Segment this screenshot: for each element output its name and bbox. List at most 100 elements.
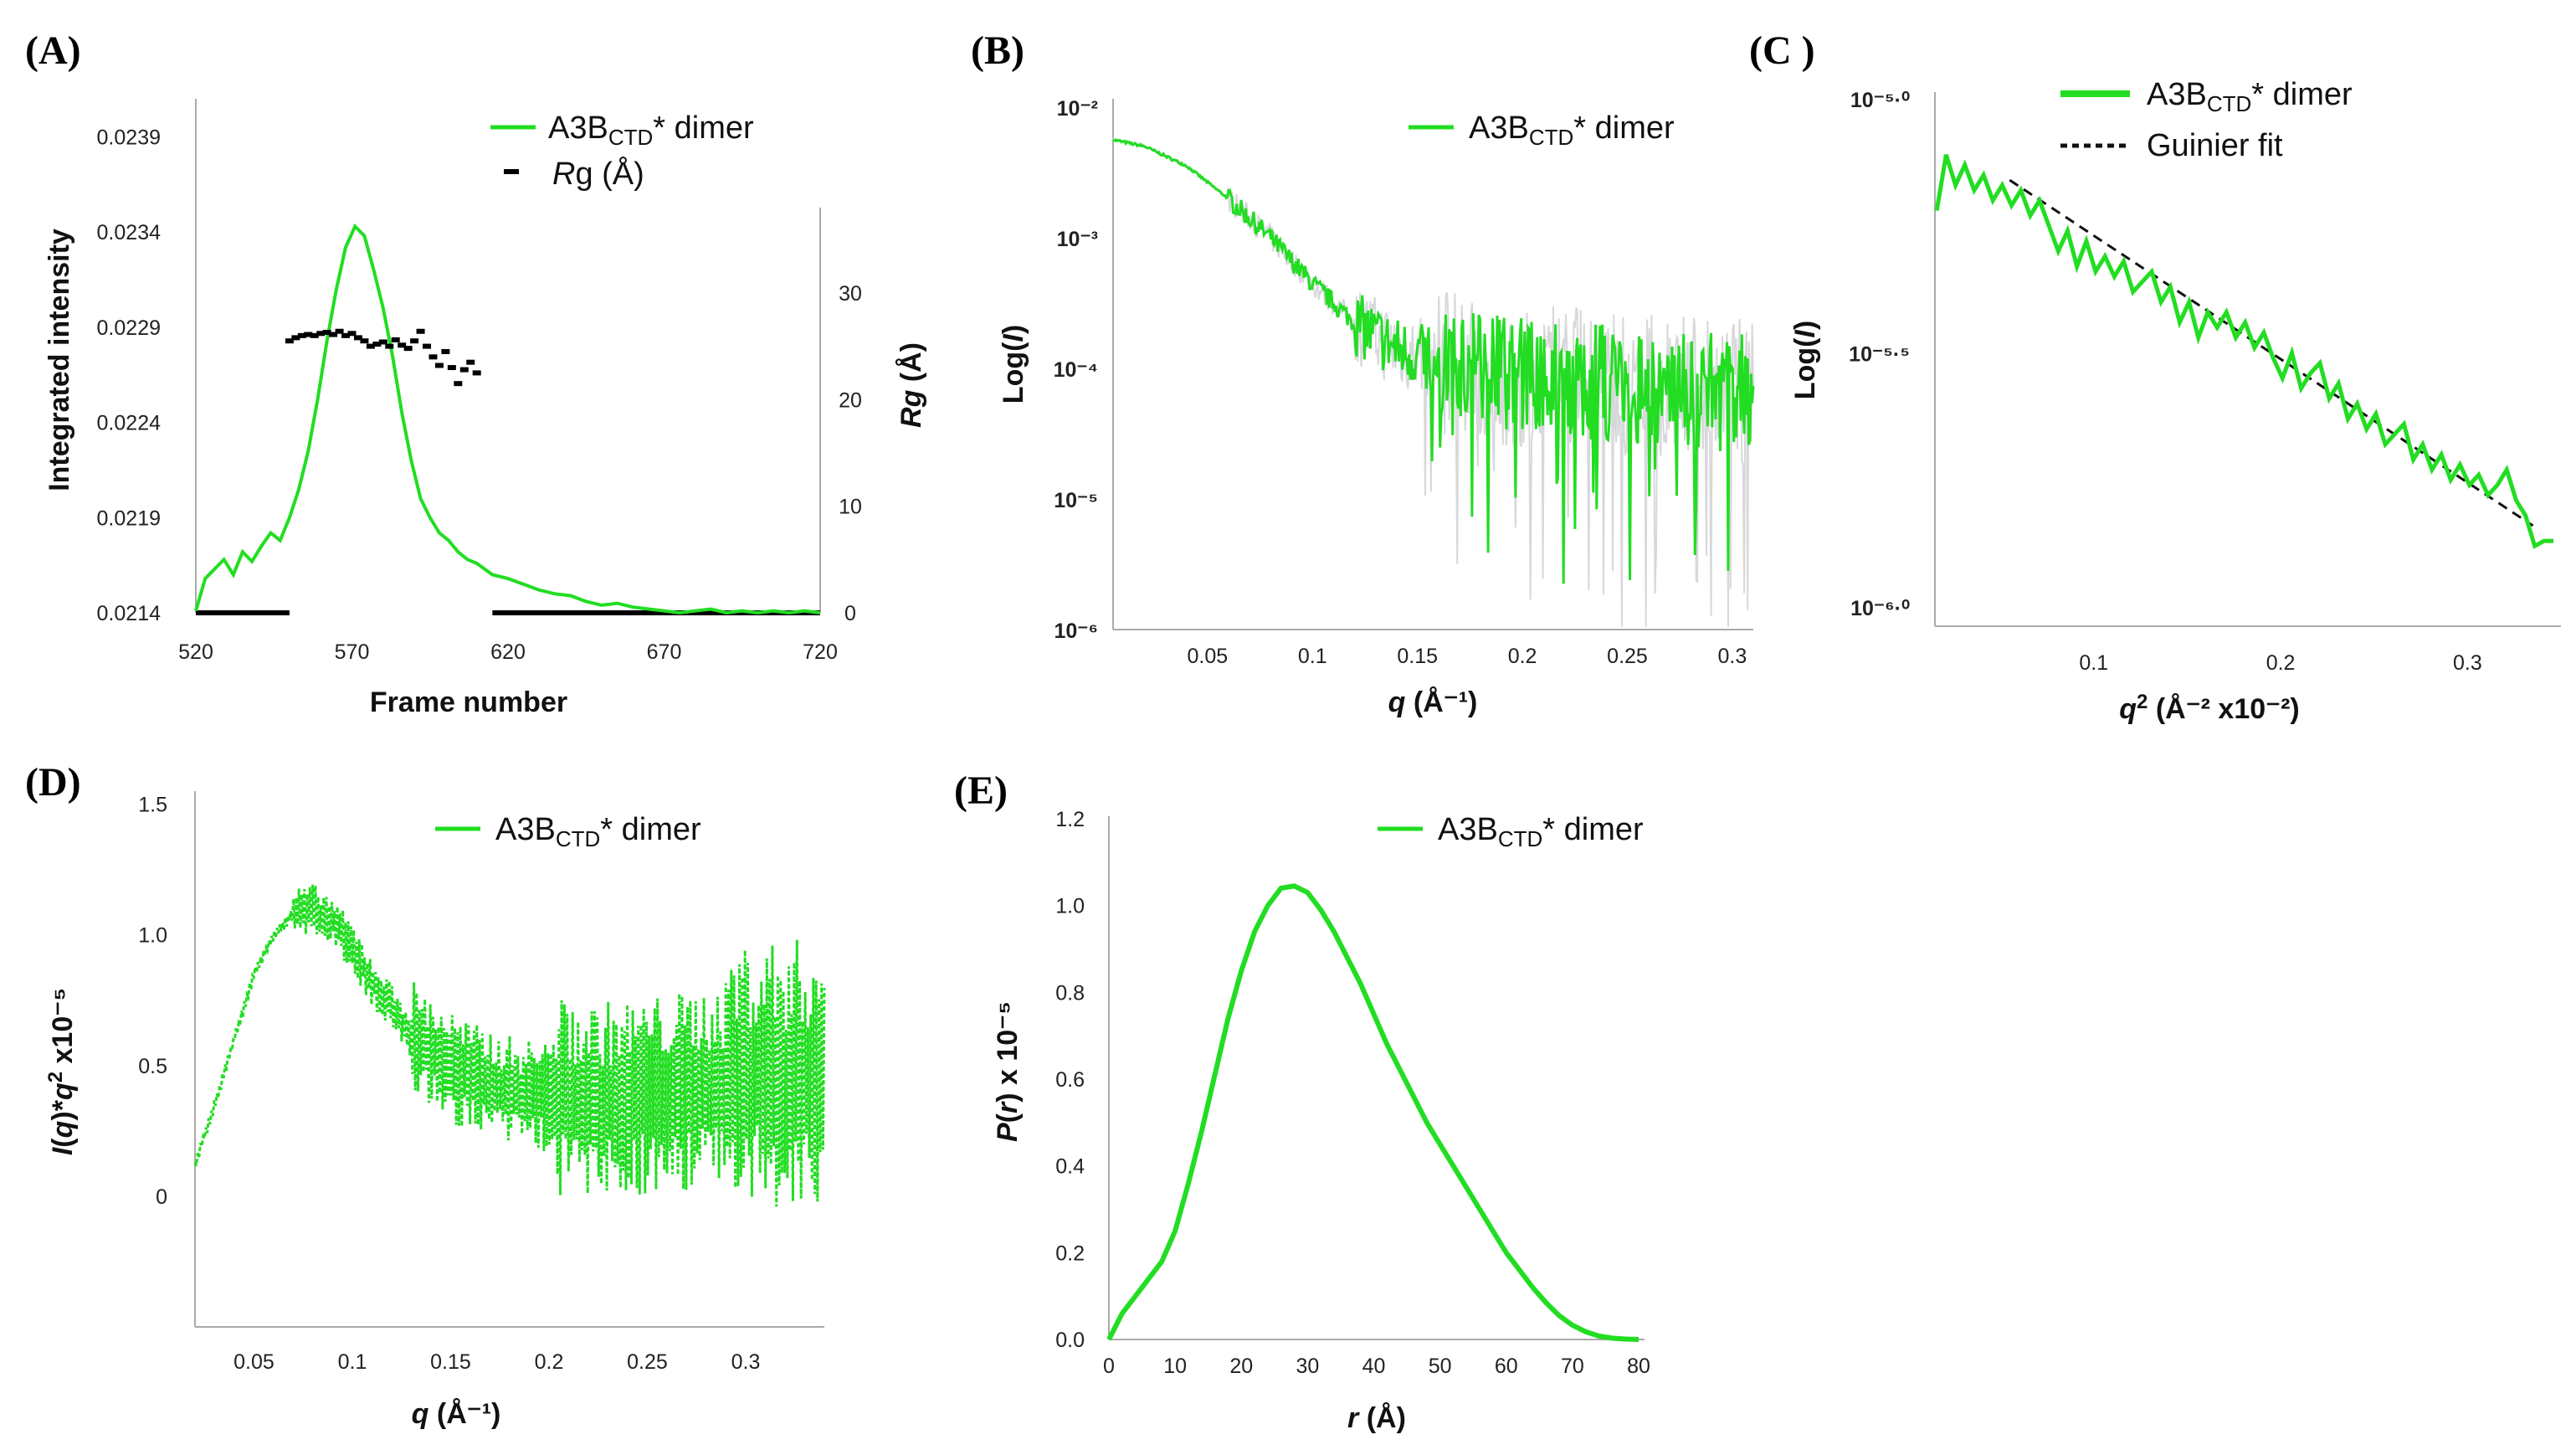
panel-d-legend-main: A3B [495,812,556,847]
panel-c-xlabel-sup: 2 [2137,691,2148,713]
panel-e-ytick-6: 1.2 [1055,808,1085,831]
panel-c-xlabel-italic: q [2119,693,2137,725]
panel-e-xtick-1: 10 [1163,1355,1187,1378]
panel-d: (D) 0 0.5 1.0 1.5 0.05 0.1 0.15 0.2 0.25 0.3 q (… [25,760,826,1430]
panel-a-y2tick-1: 10 [839,496,862,519]
panel-d-legend-sub: CTD [556,826,600,851]
panel-c-xtick-0: 0.1 [2079,651,2108,675]
panel-c-ylabel-italic: I [1789,329,1821,338]
panel-d-ylabel-paren-close: )* [47,1099,79,1120]
panel-e-ytick-2: 0.4 [1055,1155,1085,1179]
panel-d-x-ticks: 0.05 0.1 0.15 0.2 0.25 0.3 [233,1350,760,1374]
panel-d-ylabel: I(q)*q2 x10⁻⁵ [44,988,79,1155]
panel-c-legend-main: A3B [2147,77,2207,112]
panel-a-x-ticks: 520 570 620 670 720 [178,640,838,664]
panel-a-ytick-2: 0.0224 [97,412,162,435]
panel-a-ytick-3: 0.0229 [97,316,161,340]
panel-b-ylabel-pre: Log( [998,342,1029,404]
panel-b-ytick-2: 10⁻⁴ [1054,358,1098,382]
panel-b-ytick-3: 10⁻⁵ [1054,489,1098,512]
panel-b-ylabel-italic: I [998,333,1029,342]
panel-e-xtick-0: 0 [1103,1355,1115,1378]
panel-a-xtick-2: 620 [490,640,526,664]
panel-d-ytick-1: 0.5 [138,1055,167,1078]
panel-e-ytick-4: 0.8 [1055,981,1085,1005]
panel-d-ylabel-sup: 2 [44,1072,67,1082]
panel-e-ytick-5: 1.0 [1055,895,1085,918]
panel-d-legend-tail: * dimer [600,812,701,847]
panel-a-ylabel: Integrated intensity [44,229,75,491]
panel-b-legend-series1: A3BCTD* dimer [1469,111,1675,150]
panel-a-y2tick-3: 30 [839,282,862,306]
panel-b-ytick-1: 10⁻³ [1057,228,1098,251]
panel-e-xtick-8: 80 [1627,1355,1650,1378]
panel-e-ylabel: P(r) x 10⁻⁵ [992,1001,1024,1142]
panel-e-ytick-3: 0.6 [1055,1068,1085,1092]
panel-b: (B) 10⁻²10⁻³10⁻⁴10⁻⁵10⁻⁶ 0.05 0.1 0.15 0.2 0… [971,28,1755,718]
panel-b-ylabel: Log(I) [998,325,1029,404]
panel-e-ylabel-paren: ( [992,1113,1024,1123]
panel-d-y-ticks: 0 0.5 1.0 1.5 [138,794,167,1209]
panel-b-xtick-3: 0.2 [1508,645,1537,668]
panel-d-ylabel-tail: x10⁻⁵ [47,988,79,1072]
panel-a-label: (A) [25,28,81,73]
panel-a-legend-main: A3B [548,111,608,146]
panel-c-legend-tail: * dimer [2251,77,2353,112]
panel-e-label: (E) [954,769,1008,813]
panel-e-xtick-3: 30 [1296,1355,1319,1378]
panel-b-y-ticks: 10⁻² 10⁻³ 10⁻⁴ 10⁻⁵ 10⁻⁶ [1054,97,1098,643]
panel-d-ytick-3: 1.5 [138,794,167,817]
panel-b-ytick-0: 10⁻² [1057,97,1098,121]
panel-a-legend-series1: A3BCTD* dimer [548,111,754,150]
panel-a-legend-rg-italic: R [552,157,575,192]
panel-e-ylabel-r: r [992,1101,1024,1113]
panel-c-ytick-1: 10⁻⁵·⁵ [1849,343,1910,367]
panel-b-ylabel-post: ) [998,325,1029,334]
panel-d-xtick-1: 0.1 [338,1350,367,1374]
panel-c-xlabel: q2 (Å⁻² x10⁻²) [2119,691,2300,725]
panel-e-legend-series1: A3BCTD* dimer [1438,812,1644,851]
panel-d-xlabel: q (Å⁻¹) [412,1398,501,1430]
panel-e-xtick-4: 40 [1362,1355,1386,1378]
panel-d-xlabel-unit: (Å⁻¹) [428,1398,500,1430]
panel-e-ylabel-p: P [992,1123,1024,1142]
panel-b-xtick-1: 0.1 [1298,645,1327,668]
panel-c-guinier-data [1934,154,2554,549]
panel-e-pr-line [1106,883,1640,1342]
panel-d-xlabel-italic: q [412,1398,429,1430]
panel-a-y2label: Rg (Å) [895,342,927,428]
panel-d-ylabel-i: I [47,1146,79,1155]
panel-a-ytick-0: 0.0214 [97,602,162,625]
panel-a-y2tick-0: 0 [844,602,856,625]
panel-e-xtick-5: 50 [1429,1355,1452,1378]
panel-e-legend-sub: CTD [1498,826,1542,851]
panel-d-xtick-2: 0.15 [430,1350,471,1374]
panel-a-y-ticks: 0.0214 0.0219 0.0224 0.0229 0.0234 0.0239 [97,126,162,625]
panel-a-y2-ticks: 0 10 20 30 [839,282,862,625]
panel-a-ytick-4: 0.0234 [97,221,162,244]
panel-b-x-ticks: 0.05 0.1 0.15 0.2 0.25 0.3 [1188,645,1747,668]
panel-e-xtick-2: 20 [1229,1355,1253,1378]
panel-d-ylabel-q2: q [47,1082,79,1100]
panel-a-legend-sub: CTD [608,125,653,150]
panel-e-legend-tail: * dimer [1542,812,1644,847]
panel-b-xtick-2: 0.15 [1397,645,1438,668]
panel-c-ylabel: Log(I) [1789,321,1821,399]
panel-c-ytick-0: 10⁻⁵·⁰ [1850,89,1910,112]
panel-b-legend-tail: * dimer [1573,111,1675,146]
panel-c-xtick-1: 0.2 [2266,651,2296,675]
panel-e-xlabel-unit: (Å) [1358,1402,1406,1434]
panel-b-xlabel-unit: (Å⁻¹) [1405,686,1477,718]
panel-a-legend-series2: Rg (Å) [552,155,644,192]
panel-b-scattering-line [1112,137,1755,584]
panel-d-xtick-3: 0.2 [535,1350,564,1374]
panel-c: (C ) 10⁻⁵·⁰ 10⁻⁵·⁵ 10⁻⁶·⁰ 0.1 0.2 0.3 q2 (Å⁻… [1749,28,2561,725]
panel-e-xtick-7: 70 [1561,1355,1584,1378]
panel-a-rg-points [285,328,481,387]
panel-e-ytick-0: 0.0 [1055,1329,1085,1352]
panel-a-xtick-0: 520 [178,640,213,664]
panel-a-intensity-line [194,223,821,615]
panel-c-y-ticks: 10⁻⁵·⁰ 10⁻⁵·⁵ 10⁻⁶·⁰ [1849,89,1910,620]
panel-e-ytick-1: 0.2 [1055,1242,1085,1265]
